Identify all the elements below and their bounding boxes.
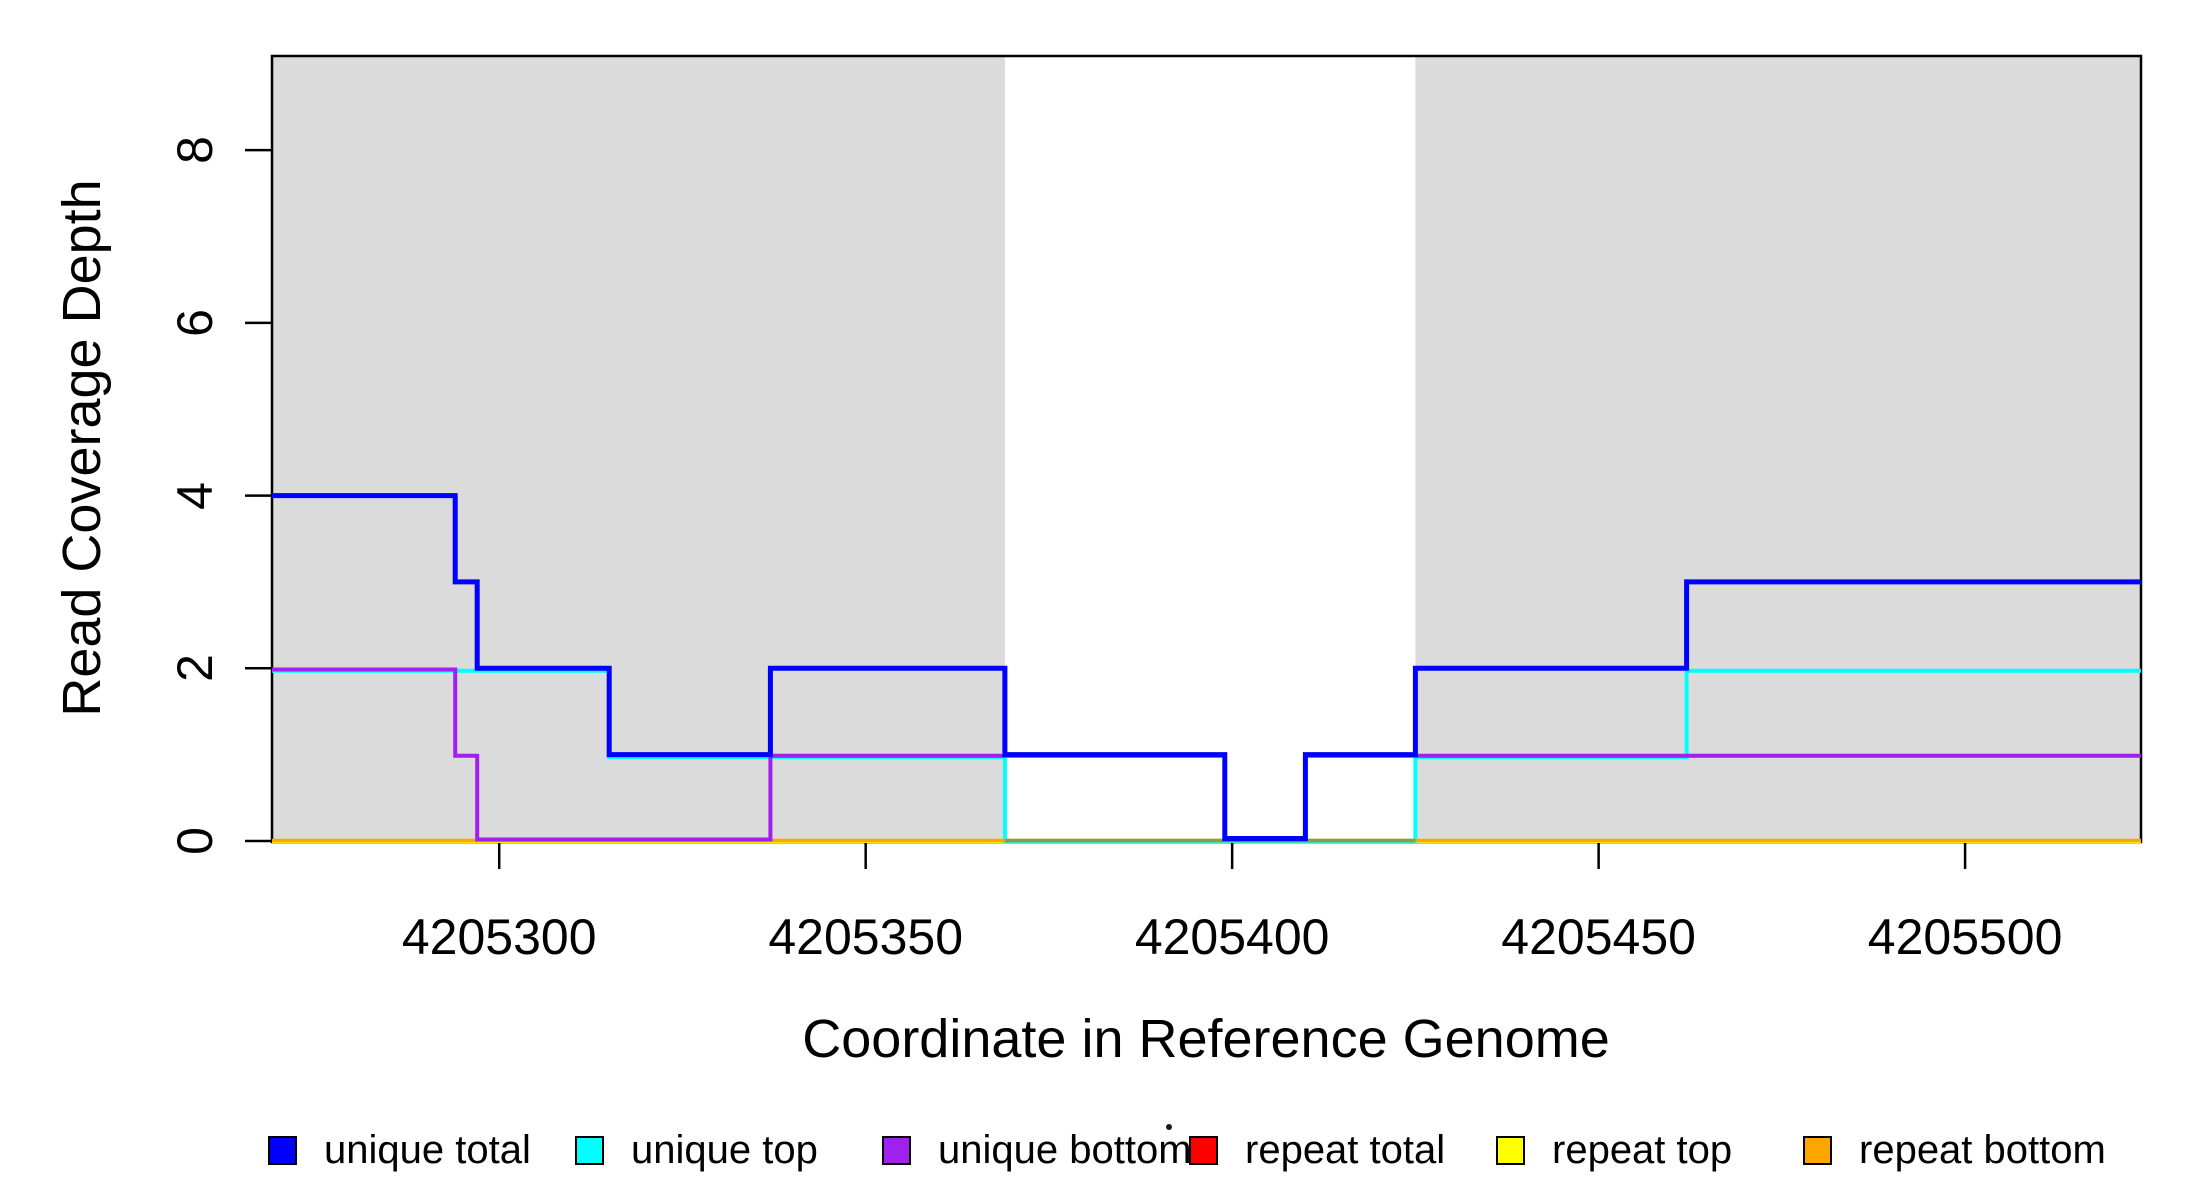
legend-swatch-unique-bottom [882,1136,911,1165]
legend-label: repeat top [1552,1128,1733,1172]
legend-item-repeat-top: repeat top [1496,1128,1732,1173]
legend-swatch-unique-total [268,1136,297,1165]
chart-line-unique-total [272,493,2141,841]
legend-label: unique total [324,1128,531,1172]
shaded-region [272,56,1005,842]
legend-label: repeat total [1245,1128,1446,1172]
legend-item-unique-bottom: unique bottom [882,1128,1192,1173]
legend-swatch-repeat-bottom [1803,1136,1832,1165]
legend-label: repeat bottom [1859,1128,2106,1172]
shaded-region [1415,56,2141,842]
legend-swatch-repeat-top [1496,1136,1525,1165]
legend-item-repeat-bottom: repeat bottom [1803,1128,2106,1173]
legend-item-unique-total: unique total [268,1128,531,1173]
x-axis-title: Coordinate in Reference Genome [802,1009,1610,1069]
legend-item-repeat-total: repeat total [1189,1128,1445,1173]
y-tick-label: 2 [167,654,223,683]
legend-swatch-repeat-total [1189,1136,1218,1165]
x-tick-label: 4205300 [401,909,597,965]
x-tick-label: 4205400 [1134,909,1330,965]
x-tick-label: 4205500 [1867,909,2063,965]
legend-swatch-unique-top [575,1136,604,1165]
y-tick-label: 8 [167,136,223,165]
legend-item-unique-top: unique top [575,1128,818,1173]
x-tick-label: 4205350 [768,909,963,965]
y-axis-title: Read Coverage Depth [52,179,112,717]
legend-label: unique top [631,1128,818,1172]
x-tick-label: 4205450 [1501,909,1696,965]
y-tick-label: 4 [167,481,223,510]
legend-label: unique bottom [938,1128,1192,1172]
y-tick-label: 6 [167,308,223,337]
y-tick-label: 0 [167,827,223,855]
stray-dot [1166,1124,1172,1130]
